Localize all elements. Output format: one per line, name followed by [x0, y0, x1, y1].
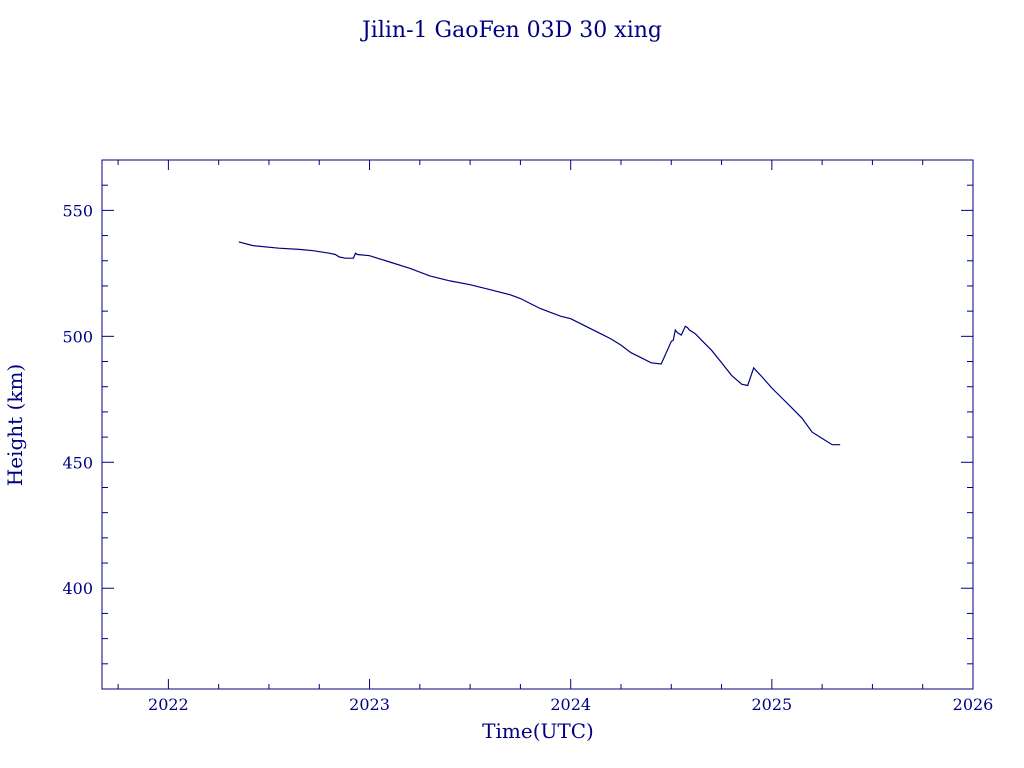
axis-ticks	[102, 159, 974, 690]
chart-title: Jilin-1 GaoFen 03D 30 xing	[360, 18, 662, 43]
x-tick-label: 2023	[349, 695, 390, 714]
x-tick-label: 2022	[148, 695, 189, 714]
y-tick-label: 550	[62, 201, 93, 220]
y-axis-title: Height (km)	[3, 364, 27, 486]
y-tick-label: 500	[62, 327, 93, 346]
x-axis-title: Time(UTC)	[482, 719, 594, 743]
y-tick-labels: 400 450 500 550	[62, 201, 93, 598]
plot-frame	[101, 159, 974, 690]
x-tick-label: 2026	[953, 695, 994, 714]
y-tick-label: 450	[62, 453, 93, 472]
y-tick-label: 400	[62, 579, 93, 598]
series-line	[238, 241, 841, 446]
x-tick-label: 2024	[550, 695, 591, 714]
x-tick-labels: 2022 2023 2024 2025 2026	[148, 695, 993, 714]
x-tick-label: 2025	[751, 695, 792, 714]
